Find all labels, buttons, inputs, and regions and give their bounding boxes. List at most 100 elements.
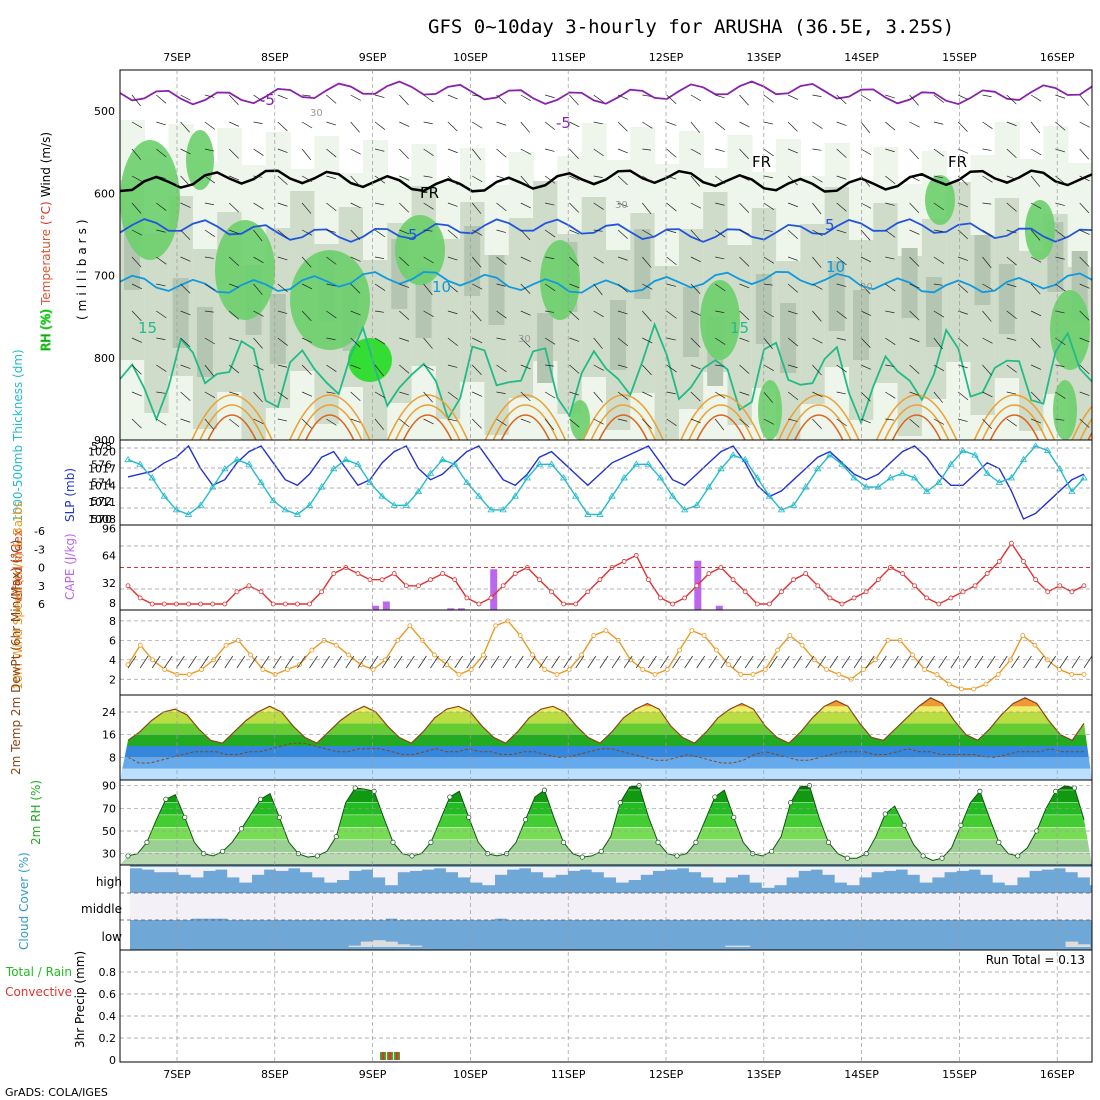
- ytick-pressure: 600: [94, 187, 115, 200]
- wind-barb: [326, 256, 337, 265]
- cloud-cell: [628, 867, 641, 880]
- barb: [793, 655, 802, 669]
- lifted-index-point: [282, 601, 288, 607]
- thickness-point: [596, 510, 604, 517]
- wind-barb: [787, 283, 799, 293]
- wind-barb: [569, 391, 580, 396]
- wind-barb: [156, 310, 167, 319]
- barb: [575, 655, 585, 669]
- wind-barb: [1030, 310, 1042, 317]
- rh-point: [579, 854, 585, 860]
- cloud-cell: [251, 893, 265, 920]
- ytick-wind: 2: [109, 673, 116, 686]
- cloud-cell: [859, 867, 872, 878]
- wind-barb: [301, 310, 312, 322]
- cloud-cell: [348, 893, 362, 920]
- wind-barb: [690, 391, 701, 402]
- wind-barb: [982, 418, 992, 430]
- wind-barb: [642, 121, 653, 129]
- wind-barb: [156, 94, 167, 104]
- ytick-temp: 16: [102, 729, 116, 742]
- wind-speed-point: [762, 667, 768, 672]
- wind-speed-point: [554, 672, 560, 677]
- wind-speed-point: [1020, 633, 1026, 638]
- cloud-cell: [603, 893, 617, 920]
- ylabel-slp: SLP (mb): [63, 468, 77, 522]
- wind-barb: [277, 175, 288, 185]
- wind-barb: [520, 418, 531, 423]
- barb: [272, 655, 282, 669]
- thickness-point: [1043, 446, 1052, 453]
- wind-barb: [472, 175, 483, 183]
- wind-barb: [1006, 202, 1017, 212]
- wind-barb: [593, 121, 603, 125]
- barb: [914, 655, 923, 669]
- wind-barb: [1030, 148, 1042, 156]
- cloud-cell: [409, 867, 423, 871]
- rh-point: [731, 814, 737, 820]
- rh-point: [674, 853, 680, 859]
- cloud-cell: [1089, 867, 1092, 886]
- wind-speed-point: [726, 662, 731, 668]
- wind-barb: [642, 202, 652, 215]
- cloud-cell: [701, 867, 714, 878]
- wind-barb: [156, 391, 166, 394]
- wind-barb: [1079, 310, 1090, 321]
- rh-point: [352, 785, 358, 791]
- cloud-cell: [494, 867, 508, 875]
- wind-barb: [860, 175, 871, 187]
- wind-barb: [642, 337, 653, 344]
- wind-barb: [642, 175, 653, 183]
- wind-barb: [326, 283, 336, 287]
- wind-barb: [593, 229, 603, 232]
- cloud-cell: [421, 867, 435, 870]
- wind-barb: [301, 418, 312, 429]
- ytick-li: 6: [38, 598, 45, 611]
- rh-group: [120, 783, 1092, 865]
- lifted-index-point: [452, 577, 458, 583]
- wind-speed-point: [248, 652, 253, 658]
- wind-barb: [156, 418, 167, 426]
- rh-shade: [998, 264, 1015, 334]
- lifted-index-point: [948, 595, 954, 601]
- cloud-cell: [555, 867, 568, 875]
- rh-band: [120, 827, 1092, 840]
- lifted-index-point: [730, 577, 736, 583]
- cloud-cell: [1053, 893, 1067, 920]
- wind-barb: [350, 256, 361, 262]
- rh-shade: [853, 290, 869, 360]
- wind-barb: [1079, 391, 1090, 396]
- cloud-cell: [1077, 893, 1091, 920]
- wind-barb: [520, 229, 531, 241]
- wind-barb: [1079, 121, 1090, 128]
- wind-barb: [544, 283, 556, 291]
- wind-barb: [156, 148, 167, 158]
- wind-barb: [958, 310, 968, 315]
- cloud-cell: [300, 867, 313, 873]
- lifted-index-point: [1021, 559, 1026, 564]
- wind-barb: [520, 148, 531, 155]
- cloud-cell: [1041, 867, 1054, 870]
- barb: [430, 655, 439, 669]
- cloud-cell: [312, 867, 325, 878]
- wind-barb: [520, 94, 531, 101]
- wind-barb: [496, 202, 507, 212]
- wind-barb: [666, 148, 677, 158]
- lifted-index-point: [875, 577, 881, 583]
- wind-barb: [471, 256, 482, 268]
- thickness-point: [608, 492, 616, 499]
- xtick-top: 9SEP: [359, 51, 387, 64]
- rh-point: [182, 814, 188, 820]
- contour-label: -5: [556, 114, 571, 132]
- wind-barb: [399, 229, 410, 235]
- barb: [926, 655, 936, 669]
- wind-barb: [885, 337, 896, 345]
- thickness-group: [124, 442, 1088, 517]
- temp-group: [120, 697, 1092, 780]
- barb: [986, 655, 996, 669]
- wind-barb: [569, 121, 580, 128]
- wind-barb: [617, 310, 628, 315]
- wind-barb: [788, 418, 798, 422]
- cloud-cell: [312, 893, 325, 920]
- wind-barb: [812, 229, 823, 237]
